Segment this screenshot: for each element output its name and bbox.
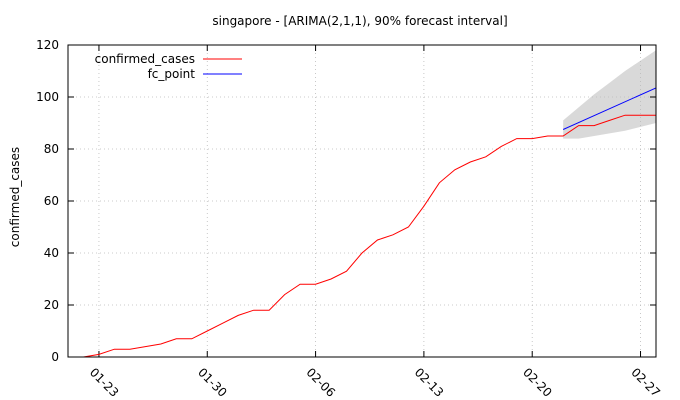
x-tick-label: 02-06 — [303, 365, 338, 400]
forecast-interval-band — [563, 50, 656, 139]
x-tick-label: 02-27 — [628, 365, 663, 400]
legend-label-confirmed-cases: confirmed_cases — [95, 52, 195, 66]
series-line-fc-point — [562, 87, 657, 130]
y-tick-label: 0 — [51, 350, 59, 364]
x-tick-label: 02-20 — [520, 365, 555, 400]
chart-title: singapore - [ARIMA(2,1,1), 90% forecast … — [212, 14, 508, 28]
y-tick-label: 40 — [44, 246, 59, 260]
x-tick-label: 01-23 — [87, 365, 122, 400]
x-tick-label: 02-13 — [412, 365, 447, 400]
y-tick-label: 80 — [44, 142, 59, 156]
plot-frame — [67, 44, 657, 358]
x-tick-label: 01-30 — [195, 365, 230, 400]
y-tick-label: 120 — [36, 38, 59, 52]
y-tick-label: 100 — [36, 90, 59, 104]
series-line-confirmed-cases — [83, 114, 656, 358]
y-tick-label: 20 — [44, 298, 59, 312]
y-tick-label: 60 — [44, 194, 59, 208]
legend-label-fc-point: fc_point — [148, 67, 196, 81]
